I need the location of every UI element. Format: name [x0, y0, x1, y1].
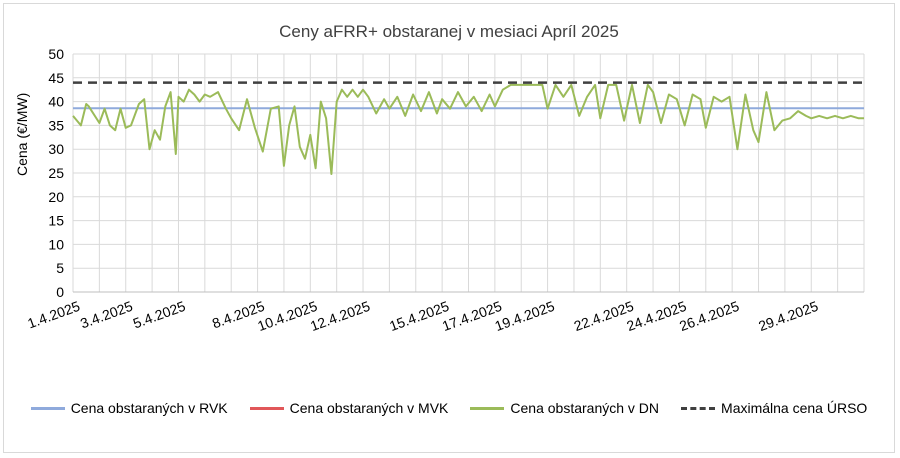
x-tick-label: 26.4.2025 — [677, 298, 741, 334]
legend-label: Cena obstaraných v DN — [510, 400, 660, 416]
legend-item: Cena obstaraných v RVK — [30, 400, 228, 416]
legend-swatch — [30, 406, 65, 410]
legend-item: Maximálna cena ÚRSO — [681, 400, 867, 416]
chart-title: Ceny aFRR+ obstaranej v mesiaci Apríl 20… — [279, 22, 619, 41]
x-tick-label: 19.4.2025 — [493, 298, 557, 334]
legend-item: Cena obstaraných v DN — [470, 400, 659, 416]
y-tick-label: 35 — [48, 117, 64, 133]
y-tick-label: 30 — [48, 141, 64, 157]
y-tick-label: 10 — [48, 236, 64, 252]
legend-label: Cena obstaraných v MVK — [289, 400, 449, 416]
legend-item: Cena obstaraných v MVK — [249, 400, 449, 416]
legend-swatch — [249, 406, 284, 410]
y-tick-label: 50 — [48, 46, 64, 62]
legend-swatch — [470, 406, 505, 410]
plot-svg: 0 5 10 15 20 25 30 35 40 45 50 1.4.20253.4.20255.4.… — [25, 46, 865, 334]
y-tick-label: 15 — [48, 213, 64, 229]
x-tick-label: 1.4.2025 — [25, 298, 82, 332]
x-tick-label: 3.4.2025 — [78, 298, 135, 332]
chart-area: Ceny aFRR+ obstaranej v mesiaci Apríl 20… — [3, 3, 895, 453]
y-tick-label: 45 — [48, 70, 64, 86]
x-tick-label: 5.4.2025 — [131, 298, 188, 332]
x-tick-label: 10.4.2025 — [255, 298, 319, 334]
y-tick-label: 5 — [56, 260, 64, 276]
legend-swatch — [681, 406, 716, 410]
x-tick-label: 12.4.2025 — [308, 298, 372, 334]
x-tick-label: 22.4.2025 — [572, 298, 636, 334]
x-tick-label: 17.4.2025 — [440, 298, 504, 334]
legend-label: Cena obstaraných v RVK — [70, 400, 228, 416]
legend: Cena obstaraných v RVK Cena obstaraných v… — [4, 400, 894, 416]
x-tick-label: 24.4.2025 — [624, 298, 688, 334]
y-tick-label: 0 — [56, 284, 64, 300]
y-tick-label: 20 — [48, 189, 64, 205]
legend-label: Maximálna cena ÚRSO — [721, 400, 868, 416]
y-tick-label: 40 — [48, 94, 64, 110]
y-tick-label: 25 — [48, 165, 64, 181]
x-tick-label: 15.4.2025 — [387, 298, 451, 334]
x-tick-label: 29.4.2025 — [756, 298, 820, 334]
series-line-2 — [72, 83, 864, 175]
